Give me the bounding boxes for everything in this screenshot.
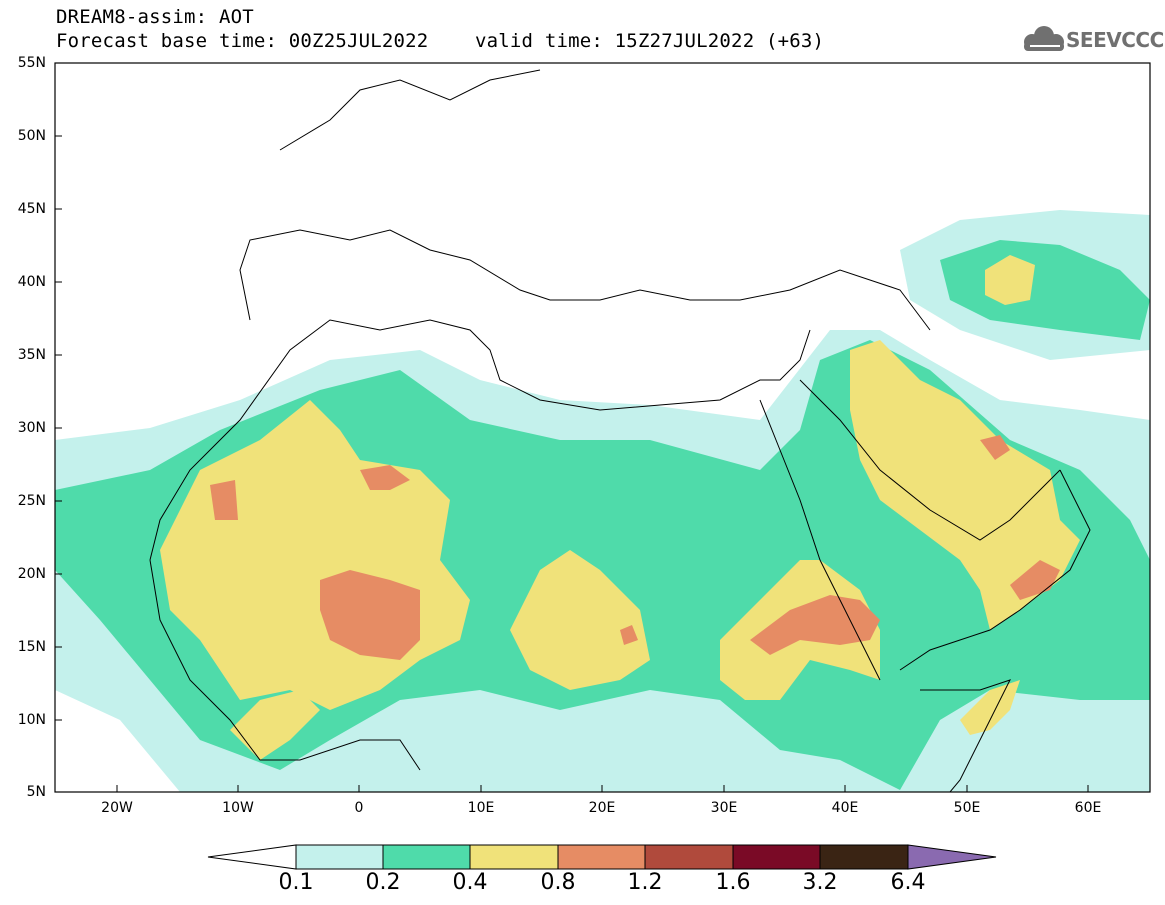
coastline	[759, 399, 881, 681]
colorbar-label: 6.4	[890, 870, 926, 895]
aot-contour-0.8	[620, 625, 638, 645]
aot-contour-0.8	[360, 465, 410, 490]
aot-contour-0.4	[510, 550, 650, 690]
colorbar-label: 1.6	[715, 870, 751, 895]
coastline	[239, 229, 931, 331]
title-line-1: DREAM8-assim: AOT	[56, 6, 254, 28]
lat-label: 15N	[17, 639, 46, 655]
lat-label: 30N	[17, 420, 46, 436]
aot-contour-0.8	[980, 435, 1010, 460]
colorbar-bin	[295, 844, 384, 870]
aot-contour-0.8	[1010, 560, 1060, 600]
aot-contour-0.4	[985, 255, 1035, 305]
lat-label: 25N	[17, 493, 46, 509]
colorbar-bin	[469, 844, 559, 870]
aot-contour-0.4	[230, 690, 320, 760]
title-line-2: Forecast base time: 00Z25JUL2022 valid t…	[56, 30, 825, 52]
lon-label: 10W	[222, 800, 254, 816]
coastline	[899, 469, 1091, 671]
colorbar-label: 3.2	[802, 870, 838, 895]
cloud-icon	[1024, 26, 1064, 51]
coastlines	[149, 69, 1091, 792]
lon-label: 10E	[467, 800, 495, 816]
colorbar-bin	[732, 844, 821, 870]
colorbar-bin	[557, 844, 646, 870]
lat-label: 10N	[17, 712, 46, 728]
seevccc-logo	[1024, 26, 1064, 51]
coastline	[149, 319, 811, 561]
colorbar-bin	[644, 844, 734, 870]
lat-label: 50N	[17, 128, 46, 144]
colorbar-label: 0.8	[540, 870, 576, 895]
colorbar-label: 1.2	[627, 870, 663, 895]
lat-label: 20N	[17, 566, 46, 582]
lat-label: 45N	[17, 201, 46, 217]
colorbar-low-arrow	[207, 844, 297, 870]
aot-contour-0.8	[750, 595, 880, 655]
lat-label: 40N	[17, 274, 46, 290]
colorbar-bin	[819, 844, 909, 870]
aot-contour-0.8	[320, 570, 420, 660]
aot-contour-0.4	[960, 680, 1020, 735]
lon-label: 0	[354, 800, 364, 816]
lon-label: 50E	[953, 800, 981, 816]
logo-text: SEEVCCC	[1066, 28, 1164, 52]
colorbar-bin	[382, 844, 471, 870]
colorbar	[207, 844, 997, 870]
lat-label: 5N	[26, 784, 46, 800]
coastline	[149, 559, 421, 771]
colorbar-label: 0.1	[278, 870, 314, 895]
aot-contour-0.2	[940, 240, 1150, 340]
coastline	[279, 69, 541, 151]
lon-label: 20E	[588, 800, 616, 816]
coastline	[799, 379, 1061, 541]
lon-label: 40E	[831, 800, 859, 816]
lon-label: 60E	[1074, 800, 1102, 816]
colorbar-label: 0.4	[452, 870, 488, 895]
axis-ticks	[55, 62, 1089, 792]
lon-label: 30E	[710, 800, 738, 816]
coastline	[920, 679, 1011, 792]
lon-label: 20W	[101, 800, 133, 816]
lat-label: 55N	[17, 55, 46, 71]
aot-contour-0.8	[210, 480, 238, 520]
aot-field	[55, 210, 1150, 792]
colorbar-high-arrow	[907, 844, 997, 870]
aot-contour-0.4	[850, 340, 1080, 630]
colorbar-label: 0.2	[365, 870, 401, 895]
lat-label: 35N	[17, 347, 46, 363]
